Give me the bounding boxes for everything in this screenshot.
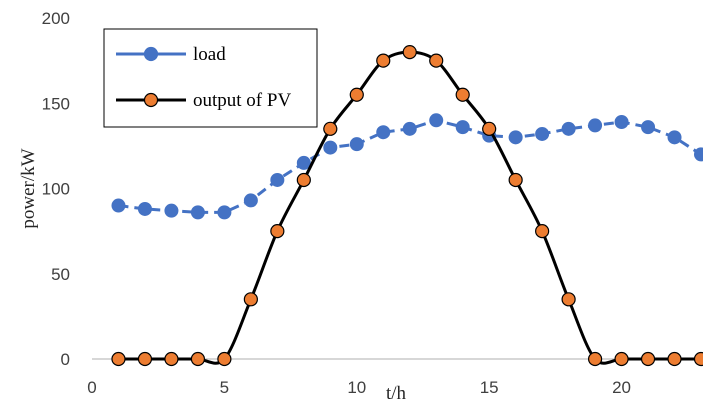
data-point <box>296 155 311 170</box>
data-point <box>349 137 364 152</box>
y-tick-labels: 0 50 100 150 200 <box>42 9 70 369</box>
data-point <box>402 121 417 136</box>
x-tick-label: 10 <box>347 378 366 397</box>
data-point <box>429 113 444 128</box>
data-point <box>587 351 603 367</box>
legend-items: load output of PV <box>116 44 291 111</box>
data-point <box>508 172 523 188</box>
legend-item: load <box>116 44 226 65</box>
x-tick-label: 0 <box>87 378 96 397</box>
data-point <box>164 351 179 367</box>
data-point <box>323 121 338 136</box>
legend-swatch-marker <box>143 92 159 108</box>
data-point <box>190 351 206 367</box>
data-point <box>323 140 338 155</box>
x-tick-label: 20 <box>612 378 631 397</box>
data-point <box>667 351 682 367</box>
data-point <box>535 126 550 141</box>
data-point <box>270 172 285 187</box>
data-point <box>588 118 603 133</box>
data-point <box>349 87 364 102</box>
data-point <box>217 205 232 220</box>
data-point <box>561 121 576 136</box>
data-point <box>429 53 444 68</box>
data-point <box>455 120 470 135</box>
legend-swatch-marker <box>143 46 159 62</box>
y-tick-label: 150 <box>42 94 70 113</box>
data-point <box>640 351 656 367</box>
data-point <box>137 351 153 367</box>
data-point <box>296 172 311 188</box>
y-tick-label: 0 <box>61 350 70 369</box>
data-point <box>667 130 682 145</box>
data-point <box>217 351 232 367</box>
data-point <box>535 224 550 239</box>
data-point <box>693 351 703 367</box>
data-point <box>164 203 179 218</box>
data-point <box>694 147 703 162</box>
data-point <box>243 193 258 208</box>
series-layer <box>111 44 703 367</box>
data-point <box>376 125 391 140</box>
data-point <box>376 53 391 68</box>
data-point <box>508 130 523 145</box>
y-axis-title: power/kW <box>18 148 39 228</box>
x-tick-labels: 0 5 10 15 20 <box>87 378 631 397</box>
data-point <box>482 121 497 136</box>
data-point <box>111 198 126 213</box>
data-point <box>137 201 152 216</box>
data-point <box>561 292 576 307</box>
data-point <box>270 224 285 239</box>
legend-label: output of PV <box>193 90 291 111</box>
y-tick-label: 200 <box>42 9 70 28</box>
x-tick-label: 5 <box>220 378 229 397</box>
data-point <box>402 44 417 60</box>
legend-item: output of PV <box>116 90 291 111</box>
data-point <box>614 115 629 130</box>
data-point <box>641 120 656 135</box>
data-point <box>455 87 470 102</box>
legend: load output of PV <box>103 28 318 128</box>
data-point <box>243 292 258 307</box>
x-tick-label: 15 <box>480 378 499 397</box>
x-axis-title: t/h <box>386 383 407 404</box>
y-tick-label: 100 <box>42 180 70 199</box>
data-point <box>614 351 629 367</box>
series-pv-output <box>111 44 703 367</box>
legend-box <box>103 28 318 128</box>
y-tick-label: 50 <box>51 265 70 284</box>
legend-label: load <box>193 44 226 65</box>
series-load <box>111 113 703 220</box>
data-point <box>111 351 126 367</box>
data-point <box>190 205 205 220</box>
